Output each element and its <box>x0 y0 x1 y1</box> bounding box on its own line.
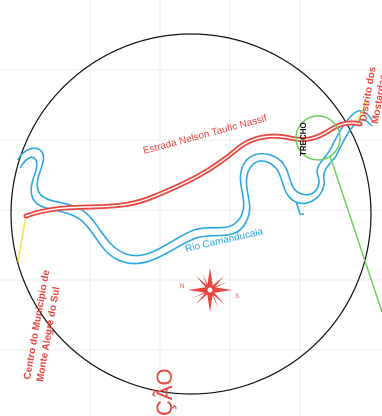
river-camanducaia <box>17 109 373 265</box>
destination-left-label: Centro do Município de Monte Alegre do S… <box>22 269 62 383</box>
road-connectors <box>17 99 369 263</box>
compass-rose-icon: N S <box>180 268 239 312</box>
destination-right-label: Distrito dos Mostardas <box>358 65 382 124</box>
river-label: Rio Camanducaia <box>184 226 264 255</box>
study-area-circle <box>10 33 372 395</box>
section-label: TRECHO <box>299 122 308 156</box>
road-estrada-nelson-taufic-nassif <box>23 120 363 219</box>
section-marker <box>295 115 382 313</box>
road-label: Estrada Nelson Taufic Nassif <box>142 113 268 157</box>
compass-north-label: N <box>180 284 184 290</box>
bottom-text: ÇÃO <box>152 368 177 416</box>
compass-south-label: S <box>235 294 239 300</box>
